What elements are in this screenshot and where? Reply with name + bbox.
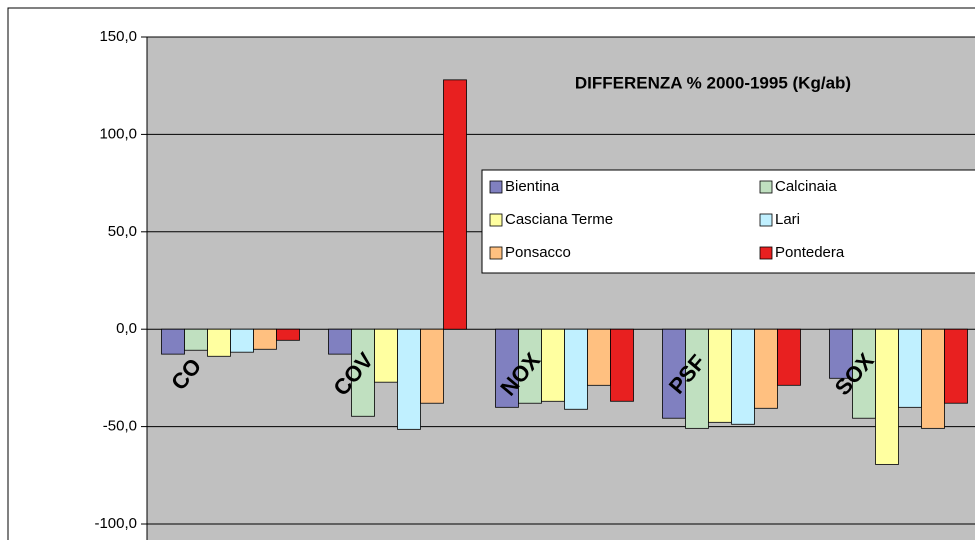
legend-swatch <box>759 180 773 194</box>
legend-label: Lari <box>775 211 800 228</box>
plot-area <box>147 37 975 540</box>
bar <box>374 328 398 383</box>
legend-swatch <box>759 246 773 260</box>
bar <box>184 328 208 351</box>
bar <box>541 328 565 402</box>
legend: Bientina Calcinaia Casciana Terme Lari Ponsa… <box>481 169 975 274</box>
bar <box>276 328 300 341</box>
legend-label: Ponsacco <box>505 244 571 261</box>
legend-label: Calcinaia <box>775 178 837 195</box>
y-tick-label: 0,0 <box>116 320 137 337</box>
legend-swatch <box>489 246 503 260</box>
bar <box>875 328 899 465</box>
bar <box>253 328 277 350</box>
y-tick-label: 50,0 <box>108 223 137 240</box>
bar <box>420 328 444 404</box>
chart-title: DIFFERENZA % 2000-1995 (Kg/ab) <box>575 73 851 92</box>
bar <box>944 328 968 404</box>
bar <box>161 328 185 355</box>
bar <box>777 328 801 386</box>
bar <box>921 328 945 429</box>
bar <box>443 79 467 330</box>
legend-swatch <box>759 213 773 227</box>
bar <box>731 328 755 425</box>
bar <box>708 328 732 423</box>
bar <box>898 328 922 408</box>
bar <box>564 328 588 410</box>
legend-label: Casciana Terme <box>505 211 613 228</box>
bar <box>610 328 634 402</box>
legend-label: Bientina <box>505 178 560 195</box>
y-tick-label: -100,0 <box>94 515 137 532</box>
bar <box>397 328 421 430</box>
bar <box>207 328 231 357</box>
bar <box>230 328 254 353</box>
legend-swatch <box>489 180 503 194</box>
legend-swatch <box>489 213 503 227</box>
y-tick-label: 150,0 <box>99 28 137 45</box>
y-tick-label: 100,0 <box>99 125 137 142</box>
bar <box>587 328 611 386</box>
bar <box>754 328 778 409</box>
bar <box>328 328 352 355</box>
legend-label: Pontedera <box>775 244 845 261</box>
legend-box <box>481 169 975 274</box>
y-tick-label: -50,0 <box>103 418 137 435</box>
